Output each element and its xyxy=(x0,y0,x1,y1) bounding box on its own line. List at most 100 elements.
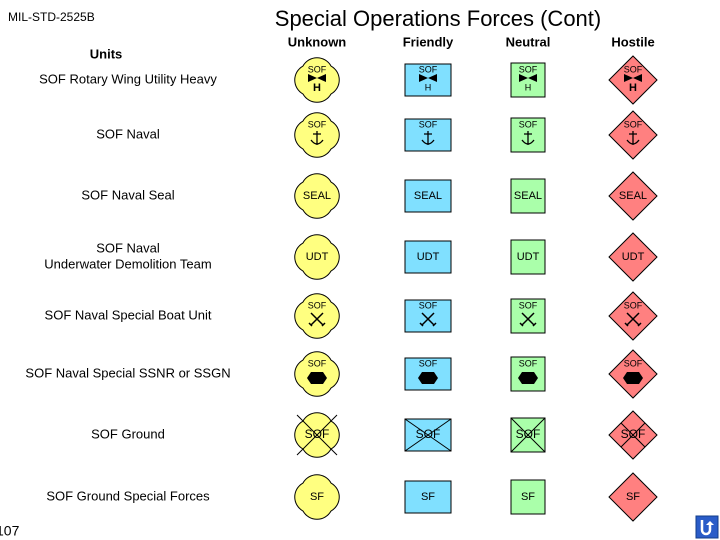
symbol-text: SF xyxy=(521,491,535,503)
unit-label: SOF Naval Seal xyxy=(81,187,174,202)
frame-neutral xyxy=(510,62,546,98)
frame-friend xyxy=(404,299,452,333)
unit-label: SOF Naval Special SSNR or SSGN xyxy=(25,365,230,380)
symbol-text: UDT xyxy=(417,251,440,263)
submarine-icon xyxy=(307,372,327,384)
ground-x xyxy=(510,417,546,453)
boat-icon xyxy=(519,312,537,327)
column-header: Unknown xyxy=(288,34,347,49)
symbol-text: SOF xyxy=(416,427,441,441)
symbol: SF xyxy=(294,474,340,520)
anchor-icon xyxy=(626,131,640,145)
boat-icon xyxy=(419,312,437,327)
unit-label: SOF Rotary Wing Utility Heavy xyxy=(39,71,217,86)
symbol: UDT xyxy=(294,234,340,280)
ground-x xyxy=(620,422,646,448)
frame-friend xyxy=(404,240,452,274)
column-header: Hostile xyxy=(611,34,654,49)
frame-unknown xyxy=(294,474,340,520)
anchor-icon xyxy=(310,131,324,145)
rotor-icon xyxy=(419,74,437,82)
standard: MIL-STD-2525B xyxy=(8,10,95,24)
symbol-text: UDT xyxy=(622,251,645,263)
symbol-text: SOF xyxy=(308,119,327,129)
submarine-icon xyxy=(518,372,538,384)
symbol: SOF xyxy=(510,117,546,153)
symbol: SEAL xyxy=(404,179,452,213)
ground-x xyxy=(296,414,338,456)
symbol-text: SOF xyxy=(308,358,327,368)
frame-unknown xyxy=(294,293,340,339)
frame-unknown xyxy=(294,57,340,103)
symbol: SOF xyxy=(404,418,452,452)
unit-label: Underwater Demolition Team xyxy=(44,256,211,271)
symbol: UDT xyxy=(608,232,658,282)
symbol-text: SF xyxy=(626,491,640,503)
submarine-icon xyxy=(418,372,438,384)
unit-label: SOF Naval xyxy=(96,240,160,255)
frame-hostile xyxy=(608,55,658,105)
symbol: SEAL xyxy=(608,171,658,221)
frame-friend xyxy=(404,63,452,97)
unit-label: SOF Naval Special Boat Unit xyxy=(45,307,212,322)
modifier: H xyxy=(313,82,321,94)
symbol: SOF H xyxy=(608,55,658,105)
symbol-text: SOF xyxy=(624,64,643,74)
symbol-text: UDT xyxy=(306,251,329,263)
units-header: Units xyxy=(90,46,123,61)
boat-icon xyxy=(624,312,642,327)
symbol-text: SOF xyxy=(419,358,438,368)
symbol-text: SOF xyxy=(519,64,538,74)
symbol-text: SOF xyxy=(516,427,541,441)
symbol: UDT xyxy=(404,240,452,274)
frame-neutral xyxy=(510,298,546,334)
modifier: H xyxy=(425,82,432,92)
submarine-icon xyxy=(623,372,643,384)
symbol: SOF xyxy=(404,118,452,152)
ground-x xyxy=(404,418,452,452)
unit-label: SOF Ground xyxy=(91,426,165,441)
frame-friend xyxy=(404,480,452,514)
frame-friend xyxy=(404,179,452,213)
rotor-icon xyxy=(308,74,326,82)
symbol: UDT xyxy=(510,239,546,275)
frame-neutral xyxy=(510,178,546,214)
symbol: SOF H xyxy=(404,63,452,97)
symbol: SOF xyxy=(510,298,546,334)
return-button[interactable] xyxy=(695,515,719,539)
modifier: H xyxy=(629,82,637,94)
frame-hostile xyxy=(608,232,658,282)
symbol-text: SEAL xyxy=(514,190,542,202)
frame-hostile xyxy=(608,291,658,341)
symbol-text: SOF xyxy=(624,119,643,129)
symbol-text: SF xyxy=(421,491,435,503)
column-header: Neutral xyxy=(506,34,551,49)
frame-unknown xyxy=(294,173,340,219)
symbol: SOF xyxy=(608,110,658,160)
symbol: SEAL xyxy=(510,178,546,214)
symbol-text: SF xyxy=(310,491,324,503)
symbol: SOF xyxy=(608,410,658,460)
symbol: SOF xyxy=(608,349,658,399)
symbol-text: UDT xyxy=(517,251,540,263)
symbol: SF xyxy=(404,480,452,514)
symbol-text: SEAL xyxy=(414,190,442,202)
frame-hostile xyxy=(608,472,658,522)
column-header: Friendly xyxy=(403,34,454,49)
rotor-icon xyxy=(519,74,537,82)
symbol-text: SOF xyxy=(519,119,538,129)
anchor-icon xyxy=(421,131,435,145)
anchor-icon xyxy=(521,131,535,145)
symbol: SF xyxy=(608,472,658,522)
symbol-text: SOF xyxy=(624,358,643,368)
title: Special Operations Forces (Cont) xyxy=(275,6,601,31)
symbol: SF xyxy=(510,479,546,515)
rotor-icon xyxy=(624,74,642,82)
symbol-text: SOF xyxy=(419,119,438,129)
frame-neutral xyxy=(510,239,546,275)
symbol-text: SOF xyxy=(419,64,438,74)
symbol-text: SEAL xyxy=(303,190,331,202)
symbol-text: SOF xyxy=(624,300,643,310)
modifier: H xyxy=(525,82,532,92)
